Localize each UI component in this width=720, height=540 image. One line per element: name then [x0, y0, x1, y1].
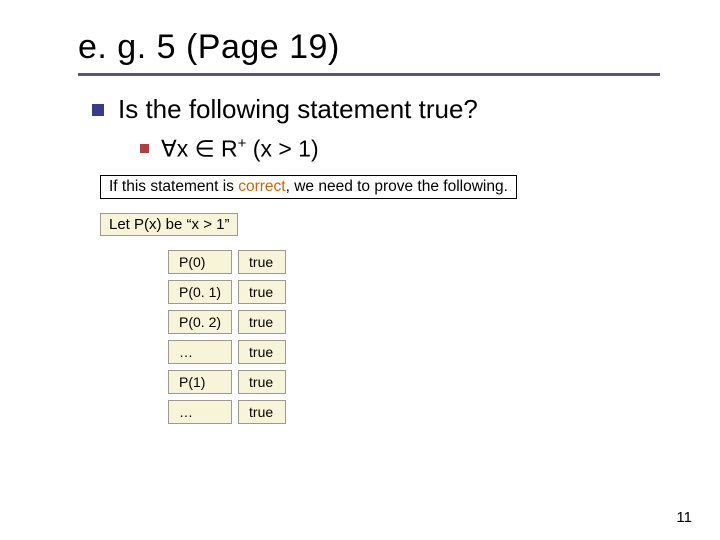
value-cell: true: [238, 280, 286, 304]
table-row: P(0. 1)true: [168, 280, 286, 304]
bullet-level-1: Is the following statement true?: [92, 94, 720, 125]
value-cell: true: [238, 400, 286, 424]
predicate-cell: P(0. 1): [168, 280, 232, 304]
predicate-cell: P(0): [168, 250, 232, 274]
table-row: P(0. 2)true: [168, 310, 286, 334]
bullet-level-2-text: ∀x ∈ R+ (x > 1): [161, 135, 319, 163]
predicate-cell: P(0. 2): [168, 310, 232, 334]
value-cell: true: [238, 250, 286, 274]
value-cell: true: [238, 310, 286, 334]
table-row: P(0)true: [168, 250, 286, 274]
slide: e. g. 5 (Page 19) Is the following state…: [0, 0, 720, 540]
boxed-suffix: , we need to prove the following.: [286, 178, 508, 195]
table-row: …true: [168, 400, 286, 424]
predicate-table-body: P(0)trueP(0. 1)trueP(0. 2)true…trueP(1)t…: [168, 250, 286, 424]
proof-condition-box: If this statement is correct, we need to…: [100, 175, 517, 199]
predicate-table: P(0)trueP(0. 1)trueP(0. 2)true…trueP(1)t…: [162, 244, 292, 430]
title-underline: [78, 73, 660, 76]
predicate-cell: …: [168, 400, 232, 424]
table-row: …true: [168, 340, 286, 364]
formula-prefix: ∀x ∈ R: [161, 136, 238, 162]
slide-title: e. g. 5 (Page 19): [78, 28, 720, 67]
square-bullet-icon: [140, 144, 149, 153]
boxed-prefix: If this statement is: [109, 178, 238, 195]
value-cell: true: [238, 340, 286, 364]
square-bullet-icon: [92, 104, 104, 116]
value-cell: true: [238, 370, 286, 394]
predicate-cell: P(1): [168, 370, 232, 394]
bullet-level-1-text: Is the following statement true?: [118, 94, 478, 125]
let-definition-box: Let P(x) be “x > 1”: [100, 213, 238, 236]
formula-suffix: (x > 1): [246, 136, 318, 162]
bullet-level-2: ∀x ∈ R+ (x > 1): [140, 135, 720, 163]
predicate-cell: …: [168, 340, 232, 364]
table-row: P(1)true: [168, 370, 286, 394]
page-number: 11: [676, 509, 692, 526]
boxed-highlight: correct: [238, 178, 285, 195]
